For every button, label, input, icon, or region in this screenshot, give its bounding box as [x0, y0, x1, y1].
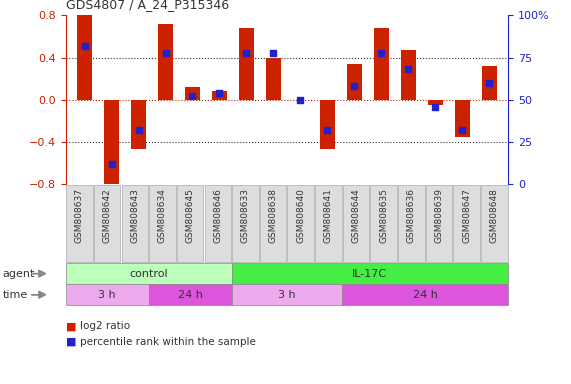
Bar [320, 100, 335, 149]
Bar [131, 100, 146, 149]
Bar [104, 100, 119, 184]
Point [323, 127, 332, 133]
Text: 24 h: 24 h [178, 290, 203, 300]
Text: 24 h: 24 h [413, 290, 437, 300]
Text: GSM808647: GSM808647 [462, 188, 471, 243]
Text: GSM808633: GSM808633 [241, 188, 250, 243]
Text: GSM808636: GSM808636 [407, 188, 416, 243]
Text: GSM808634: GSM808634 [158, 188, 167, 243]
Text: 3 h: 3 h [278, 290, 296, 300]
Text: GSM808646: GSM808646 [214, 188, 222, 243]
Point [80, 43, 89, 49]
Point [215, 90, 224, 96]
Point [269, 50, 278, 56]
Bar [455, 100, 470, 137]
Text: log2 ratio: log2 ratio [80, 321, 130, 331]
Text: GSM808635: GSM808635 [379, 188, 388, 243]
Point [485, 80, 494, 86]
Point [404, 66, 413, 73]
Text: GDS4807 / A_24_P315346: GDS4807 / A_24_P315346 [66, 0, 229, 12]
Bar [212, 91, 227, 100]
Bar [266, 58, 281, 100]
Bar [158, 24, 173, 100]
Bar [401, 50, 416, 100]
Point [377, 50, 386, 56]
Text: ■: ■ [66, 321, 76, 331]
Bar [77, 15, 92, 100]
Point [188, 93, 197, 99]
Bar [185, 87, 200, 100]
Text: GSM808637: GSM808637 [75, 188, 84, 243]
Text: GSM808641: GSM808641 [324, 188, 333, 243]
Point [458, 127, 467, 133]
Text: percentile rank within the sample: percentile rank within the sample [80, 337, 256, 347]
Text: GSM808644: GSM808644 [352, 188, 360, 243]
Text: GSM808640: GSM808640 [296, 188, 305, 243]
Bar [428, 100, 443, 105]
Text: GSM808648: GSM808648 [490, 188, 499, 243]
Text: control: control [129, 268, 168, 279]
Text: ■: ■ [66, 337, 76, 347]
Text: GSM808645: GSM808645 [186, 188, 195, 243]
Bar [239, 28, 254, 100]
Point [107, 161, 116, 167]
Text: GSM808642: GSM808642 [103, 188, 112, 243]
Point [431, 104, 440, 110]
Text: agent: agent [3, 268, 35, 279]
Text: GSM808639: GSM808639 [435, 188, 444, 243]
Text: time: time [3, 290, 28, 300]
Point [134, 127, 143, 133]
Bar [482, 66, 497, 100]
Point [350, 83, 359, 89]
Point [296, 97, 305, 103]
Text: GSM808643: GSM808643 [130, 188, 139, 243]
Point [161, 50, 170, 56]
Bar [347, 64, 362, 100]
Text: GSM808638: GSM808638 [268, 188, 278, 243]
Text: IL-17C: IL-17C [352, 268, 388, 279]
Bar [374, 28, 389, 100]
Point [242, 50, 251, 56]
Text: 3 h: 3 h [98, 290, 116, 300]
